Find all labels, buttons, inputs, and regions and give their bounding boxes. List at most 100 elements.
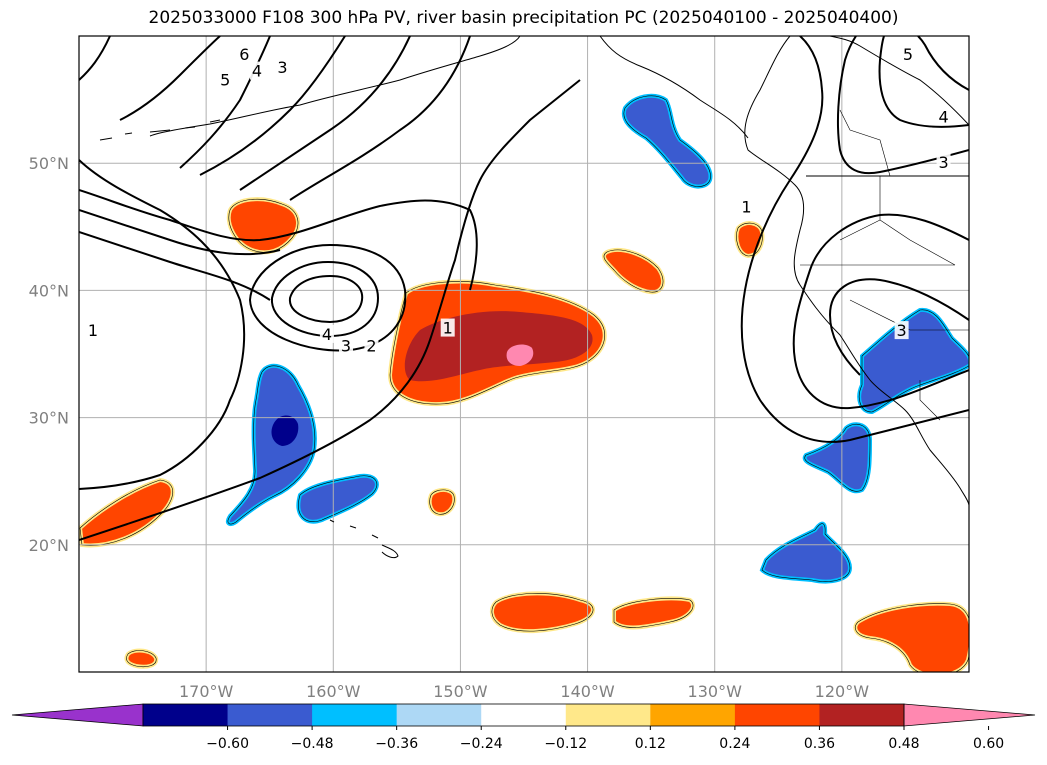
colorbar-segment xyxy=(312,704,398,726)
pv-contour-label: 3 xyxy=(897,321,907,340)
pv-contour-east-3 xyxy=(828,278,969,376)
pv-contour-east-1 xyxy=(740,36,969,443)
colorbar-segment xyxy=(143,704,229,726)
precip-blob-neg-california xyxy=(857,307,969,415)
colorbar-tick-label: −0.60 xyxy=(206,736,249,752)
colorbar-extend-low xyxy=(11,703,144,727)
pv-contour-1-main xyxy=(79,79,581,541)
precip-blob-neg-south-outline xyxy=(761,523,851,582)
precip-blob-central-pacific-outline xyxy=(389,281,605,405)
pv-contour-label: 1 xyxy=(88,321,98,340)
lat-tick-label: 50°N xyxy=(29,154,69,173)
coastline-north-america xyxy=(744,36,969,506)
pv-contour-label: 4 xyxy=(322,325,332,344)
precip-blob-neg-south xyxy=(759,521,853,584)
latitude-labels: 20°N 30°N 40°N 50°N xyxy=(29,154,69,555)
pv-label-background xyxy=(739,197,754,216)
lat-tick-label: 30°N xyxy=(29,409,69,428)
pv-label-background xyxy=(319,324,334,343)
precip-blob-south-2-outline xyxy=(613,598,694,628)
pv-contour-label: 4 xyxy=(938,107,948,126)
precipitation-anomaly-layer xyxy=(79,93,969,672)
colorbar-tick-label: 0.60 xyxy=(973,736,1004,752)
precip-blob-south-1-outline xyxy=(491,593,594,632)
colorbar-segment xyxy=(819,704,905,726)
precip-blob-neg-alaska-outline xyxy=(623,95,711,187)
pv-label-background xyxy=(250,61,264,80)
pv-label-background xyxy=(936,107,951,126)
colorbar: −0.60 −0.48 −0.36 −0.24 −0.12 0.12 0.24 0.36 0.4… xyxy=(11,703,1036,752)
lon-tick-label: 120°W xyxy=(815,682,870,701)
pv-contour-label: 4 xyxy=(252,62,262,81)
pv-contour-label: 5 xyxy=(903,45,913,64)
colorbar-tick-label: 0.12 xyxy=(635,736,666,752)
colorbar-tick-label: −0.24 xyxy=(460,736,503,752)
precip-blob-neg-hawaii-n-outline xyxy=(298,475,378,522)
pv-contour-east-4 xyxy=(878,36,969,128)
precip-blob-tiny-outline xyxy=(126,650,157,668)
precip-blob-sw-outline xyxy=(79,479,174,546)
pv-contour-2-b xyxy=(79,209,281,256)
colorbar-tick-label: 0.24 xyxy=(719,736,750,752)
colorbar-tick-label: −0.48 xyxy=(291,736,334,752)
pv-contour-closed-3 xyxy=(248,243,407,352)
map-title: 2025033000 F108 300 hPa PV, river basin … xyxy=(148,8,899,28)
pv-contour-label: 1 xyxy=(443,319,453,338)
precip-blob-small-1 xyxy=(427,487,457,517)
precip-blob-coast-outline xyxy=(736,222,763,257)
pv-contour-closed-5 xyxy=(288,274,364,324)
lon-tick-label: 150°W xyxy=(433,682,488,701)
pv-label-background xyxy=(218,70,233,89)
colorbar-tick-label: 0.48 xyxy=(888,736,919,752)
pv-contour-ridge-a xyxy=(179,36,271,169)
pv-label-background xyxy=(85,321,100,340)
pv-contour-label: 3 xyxy=(938,153,948,172)
pv-label-background xyxy=(237,45,252,64)
border-states xyxy=(800,109,969,421)
colorbar-tick-label: 0.36 xyxy=(804,736,835,752)
pv-label-background xyxy=(900,45,915,64)
coastline-aleutians xyxy=(99,119,221,141)
lat-tick-label: 20°N xyxy=(29,536,69,555)
pv-label-background xyxy=(339,336,353,355)
pv-label-background xyxy=(364,336,379,355)
pv-contours xyxy=(79,36,969,541)
colorbar-segment xyxy=(227,704,313,726)
precip-blob-south-3-outline xyxy=(855,603,969,672)
colorbar-segment xyxy=(396,704,482,726)
pv-contour-label: 2 xyxy=(366,336,376,355)
colorbar-segment xyxy=(650,704,736,726)
pv-contour-label: 1 xyxy=(741,198,751,217)
colorbar-tick-label: −0.12 xyxy=(544,736,587,752)
pv-contour-ridge-c xyxy=(239,36,411,191)
gridlines xyxy=(79,36,969,672)
pv-contour-east-2 xyxy=(792,213,969,410)
longitude-labels: 170°W 160°W 150°W 140°W 130°W 120°W xyxy=(179,682,869,701)
precip-blob-neg-west-core xyxy=(271,415,299,446)
pv-contour-east-5 xyxy=(917,36,969,91)
precip-blob-neg-california-outline xyxy=(859,309,969,413)
coastline-alaska xyxy=(149,36,749,139)
colorbar-extend-high xyxy=(903,703,1036,727)
lat-tick-label: 40°N xyxy=(29,281,69,300)
pv-contour-nw-b xyxy=(119,36,221,121)
pv-contour-ridge-b xyxy=(199,36,346,176)
pv-label-background xyxy=(440,318,455,337)
precip-blob-neg-west-outline xyxy=(227,365,316,525)
precip-blob-neg-baja-outline xyxy=(804,424,871,492)
coastlines xyxy=(99,36,969,559)
pv-contour-closed-4 xyxy=(270,260,380,338)
pv-contour-2-a xyxy=(79,189,478,291)
coastline-hawaii xyxy=(329,519,399,559)
lon-tick-label: 140°W xyxy=(560,682,615,701)
pv-label-background xyxy=(936,153,951,172)
precip-blob-nw-outline xyxy=(228,198,299,253)
precip-blob-neg-baja xyxy=(802,422,873,494)
pv-label-background xyxy=(275,57,290,76)
pv-contour-label: 5 xyxy=(220,71,230,90)
pv-label-background xyxy=(894,321,909,340)
colorbar-segment xyxy=(481,704,567,726)
pv-contour-nw-a xyxy=(79,36,111,81)
